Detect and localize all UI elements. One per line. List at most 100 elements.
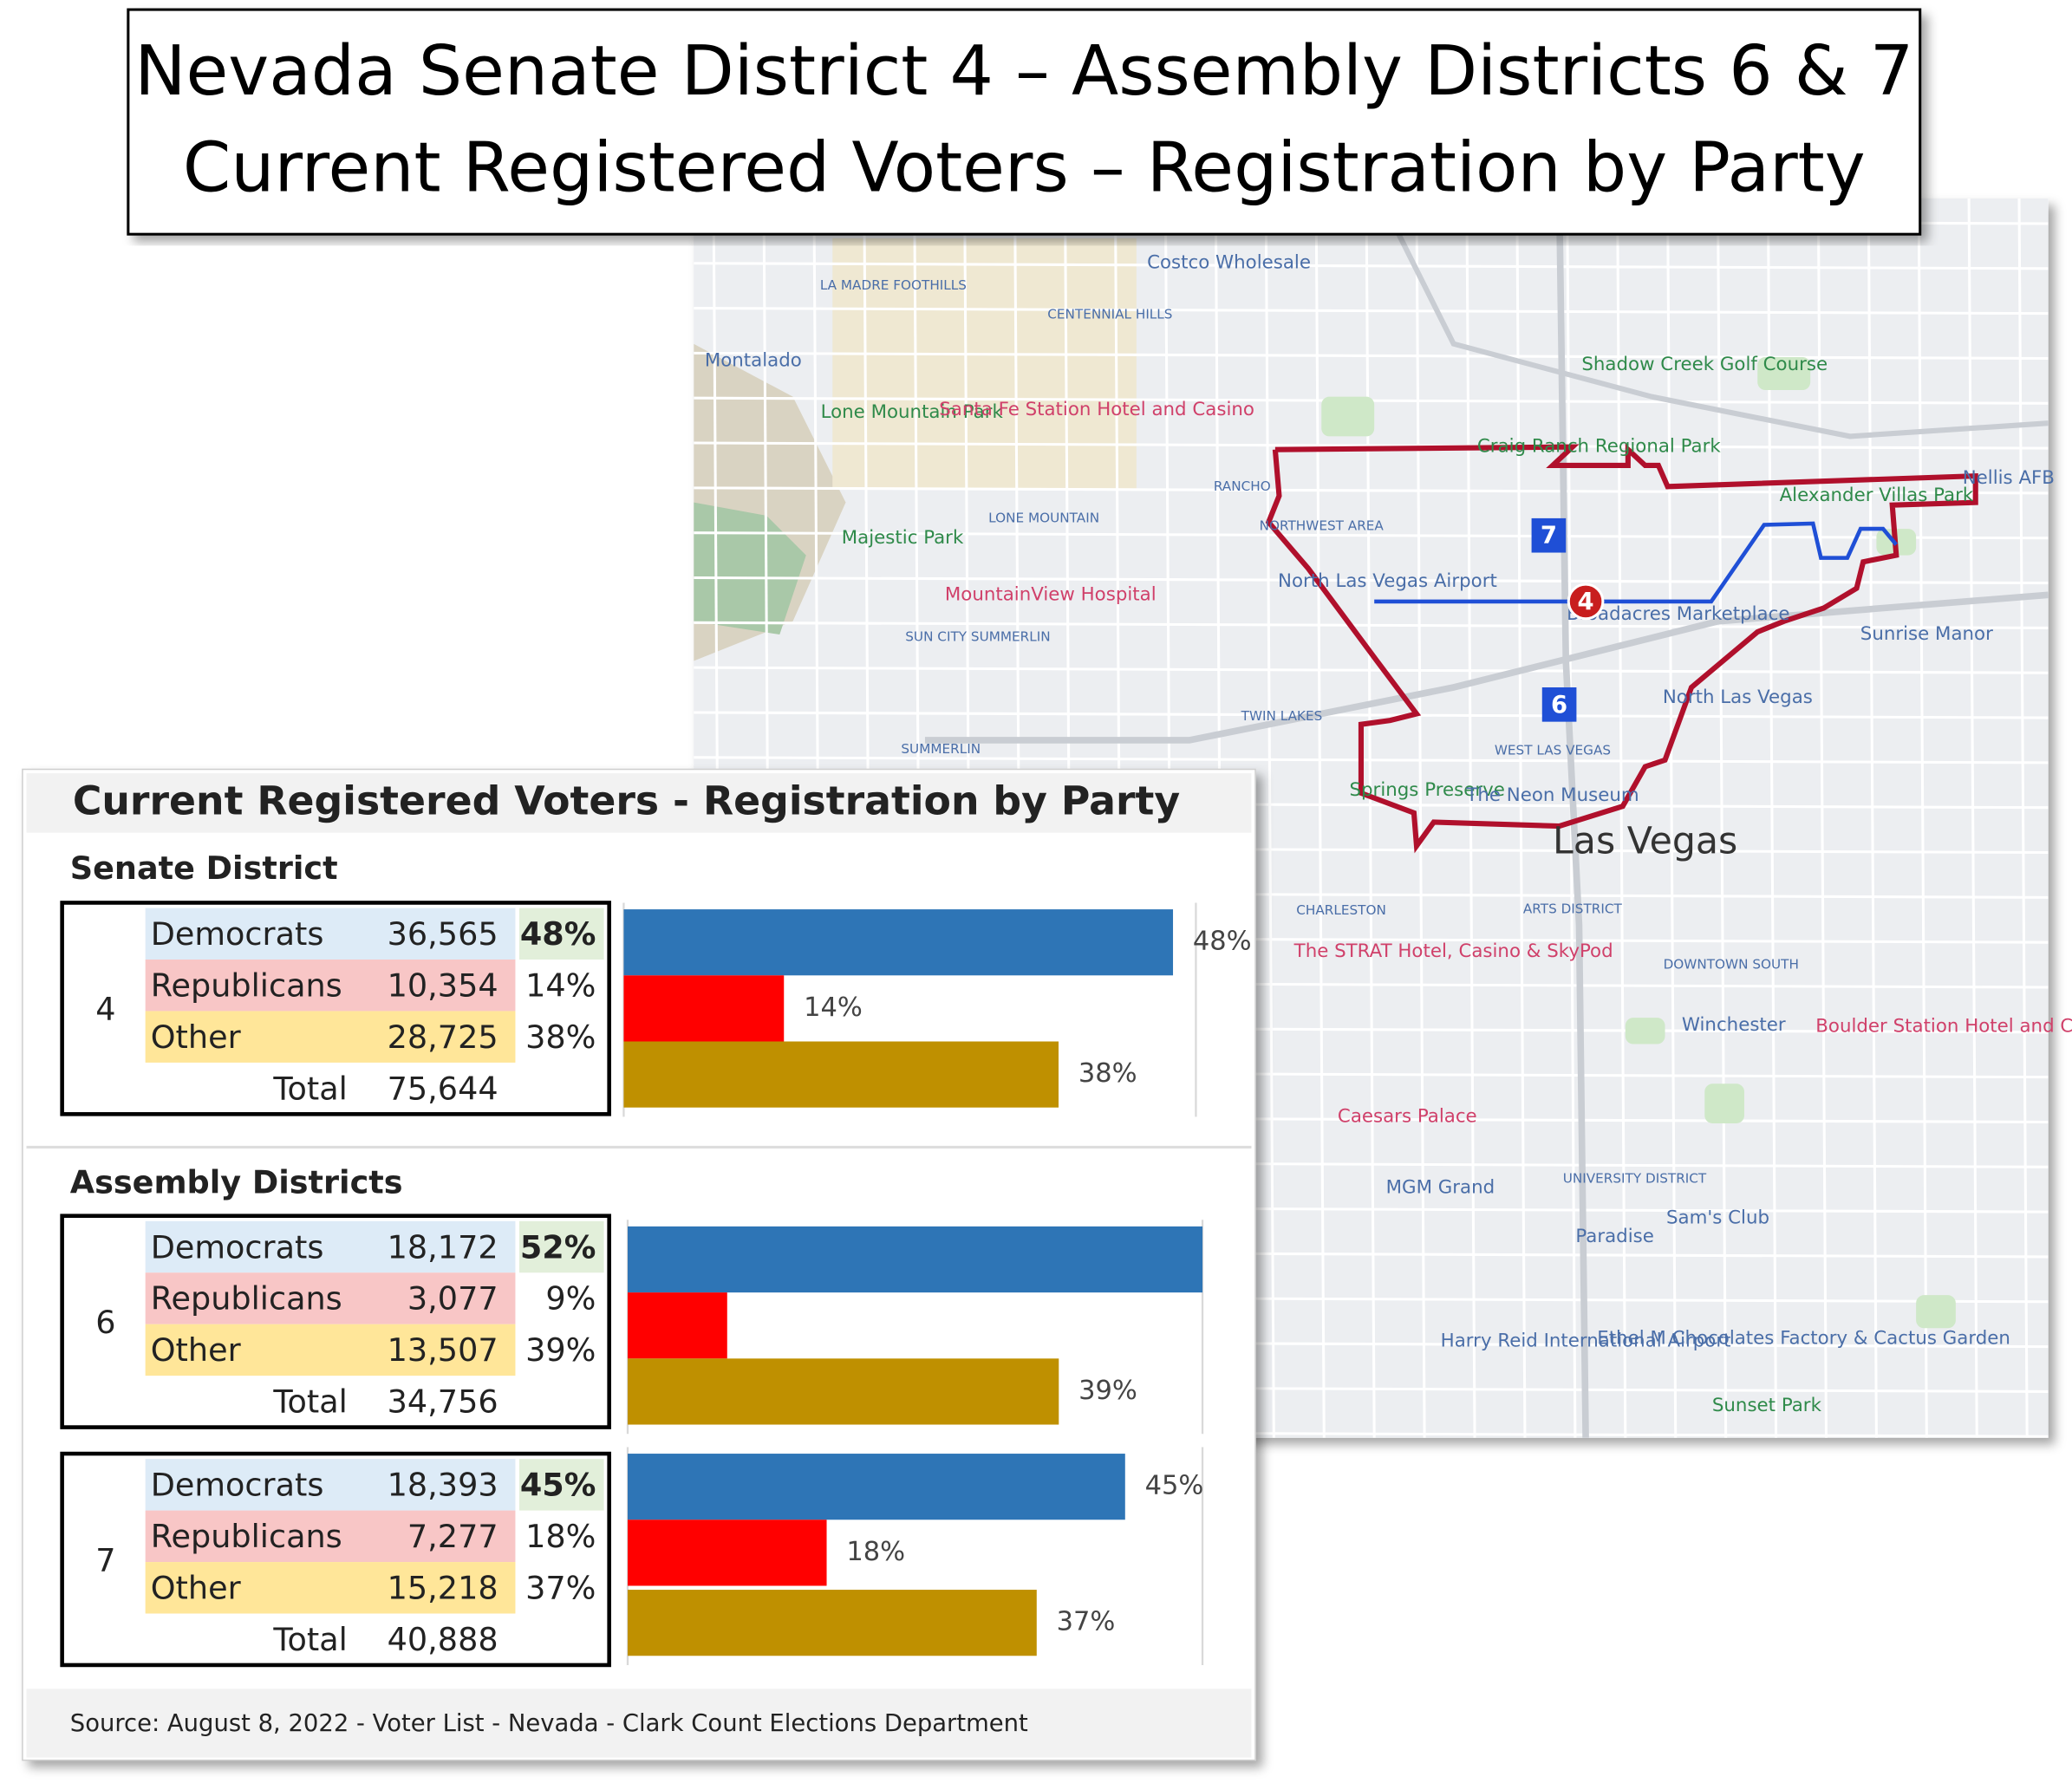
map-label: Majestic Park	[842, 527, 964, 549]
map-label: RANCHO	[1214, 478, 1271, 494]
party: Republicans	[151, 1280, 342, 1318]
map-label: Ethel M Chocolates Factory & Cactus Gard…	[1597, 1327, 2010, 1349]
map-label: TWIN LAKES	[1241, 708, 1323, 724]
road	[694, 621, 2049, 629]
road	[694, 351, 2049, 360]
map-label: Lone Mountain Park	[821, 401, 1004, 423]
road	[1917, 198, 1928, 1438]
party-share: 14%	[525, 967, 596, 1005]
bar	[623, 1041, 1059, 1108]
road	[1716, 198, 1728, 1438]
map-label: LONE MOUNTAIN	[988, 510, 1099, 525]
map-label: MGM Grand	[1386, 1177, 1495, 1199]
bar	[628, 1292, 727, 1359]
map-label: Sam's Club	[1666, 1207, 1769, 1229]
map-label: Las Vegas	[1553, 819, 1737, 862]
voter-count: 40,888	[388, 1621, 498, 1658]
data-label: 48%	[1193, 927, 1252, 957]
road	[694, 262, 2049, 270]
voter-count: 10,354	[388, 967, 498, 1005]
district-marker-label: 6	[1551, 692, 1567, 719]
bar	[623, 909, 1174, 976]
map-label: WEST LAS VEGAS	[1495, 743, 1611, 758]
title-line: Nevada Senate District 4 – Assembly Dist…	[134, 30, 1913, 111]
cell-bg	[145, 1220, 516, 1273]
district-marker	[1531, 517, 1567, 553]
data-label: 38%	[1078, 1058, 1137, 1089]
cell-bg	[519, 1459, 604, 1511]
district-number: 4	[95, 991, 115, 1028]
voter-count: 34,756	[388, 1383, 498, 1421]
map-label: Craig Ranch Regional Park	[1477, 436, 1721, 458]
map-label: CENTENNIAL HILLS	[1047, 307, 1172, 322]
voter-count: 13,507	[388, 1331, 498, 1369]
data-label: 18%	[846, 1537, 905, 1567]
bar	[628, 1519, 827, 1586]
map-label: UNIVERSITY DISTRICT	[1563, 1171, 1707, 1187]
road	[1314, 198, 1326, 1438]
party: Republicans	[151, 1518, 342, 1555]
map-label: Caesars Palace	[1338, 1105, 1477, 1127]
map-label: SUN CITY SUMMERLIN	[905, 629, 1050, 645]
assembly-district-divider	[1374, 521, 1899, 604]
bar	[623, 975, 785, 1042]
party-share: 45%	[520, 1467, 596, 1504]
party-share: 38%	[525, 1018, 596, 1056]
party: Democrats	[151, 1467, 324, 1504]
road	[1967, 198, 1978, 1438]
map-label: Boulder Station Hotel and Casino	[1815, 1016, 2072, 1038]
cell-bg	[145, 1459, 516, 1511]
map-label: The Neon Museum	[1465, 784, 1639, 806]
voter-count: 3,077	[407, 1280, 498, 1318]
voter-count: 36,565	[388, 915, 498, 953]
road	[694, 486, 2049, 495]
map-label: Broadacres Marketplace	[1567, 603, 1789, 625]
bar	[628, 1590, 1037, 1656]
party-share: 9%	[545, 1280, 596, 1318]
map-label: SUMMERLIN	[901, 741, 981, 757]
party: Other	[151, 1331, 242, 1369]
map-label: Nellis AFB	[1963, 467, 2055, 489]
data-label: 37%	[1057, 1607, 1116, 1637]
road	[694, 531, 2049, 540]
road	[1666, 198, 1678, 1438]
district-number: 6	[95, 1304, 115, 1341]
map-label: North Las Vegas	[1663, 687, 1813, 708]
map-label: DOWNTOWN SOUTH	[1664, 957, 1799, 973]
map	[694, 238, 1137, 661]
party: Democrats	[151, 1228, 324, 1266]
table-border	[60, 1214, 611, 1429]
map-label: LA MADRE FOOTHILLS	[820, 277, 967, 293]
map-label: Springs Preserve	[1349, 779, 1504, 801]
road	[694, 441, 2049, 450]
road	[1415, 198, 1426, 1438]
road	[1616, 198, 1627, 1438]
map-label: NORTHWEST AREA	[1260, 518, 1385, 534]
map-label: ARTS DISTRICT	[1523, 901, 1623, 917]
road	[2017, 198, 2029, 1438]
bar	[628, 1358, 1059, 1425]
map-label: Montalado	[705, 350, 802, 372]
park	[1321, 396, 1375, 437]
terrain	[694, 502, 806, 635]
road	[1766, 198, 1778, 1438]
highway	[924, 591, 2049, 744]
cell-bg	[145, 1011, 516, 1063]
cell-bg	[145, 1324, 516, 1376]
road	[694, 711, 2049, 719]
cell-bg	[519, 908, 604, 960]
voter-count: 18,172	[388, 1228, 498, 1266]
cell-bg	[519, 1220, 604, 1273]
senate-district-boundary	[1265, 443, 1978, 854]
party-share: 18%	[525, 1518, 596, 1555]
section-heading: Assembly Districts	[70, 1164, 403, 1201]
voter-count: 15,218	[388, 1570, 498, 1607]
cell-bg	[145, 908, 516, 960]
table-border	[60, 1451, 611, 1668]
park	[1916, 1295, 1956, 1329]
voter-count: 75,644	[388, 1070, 498, 1107]
district-number: 7	[95, 1542, 115, 1579]
bar	[628, 1226, 1203, 1293]
